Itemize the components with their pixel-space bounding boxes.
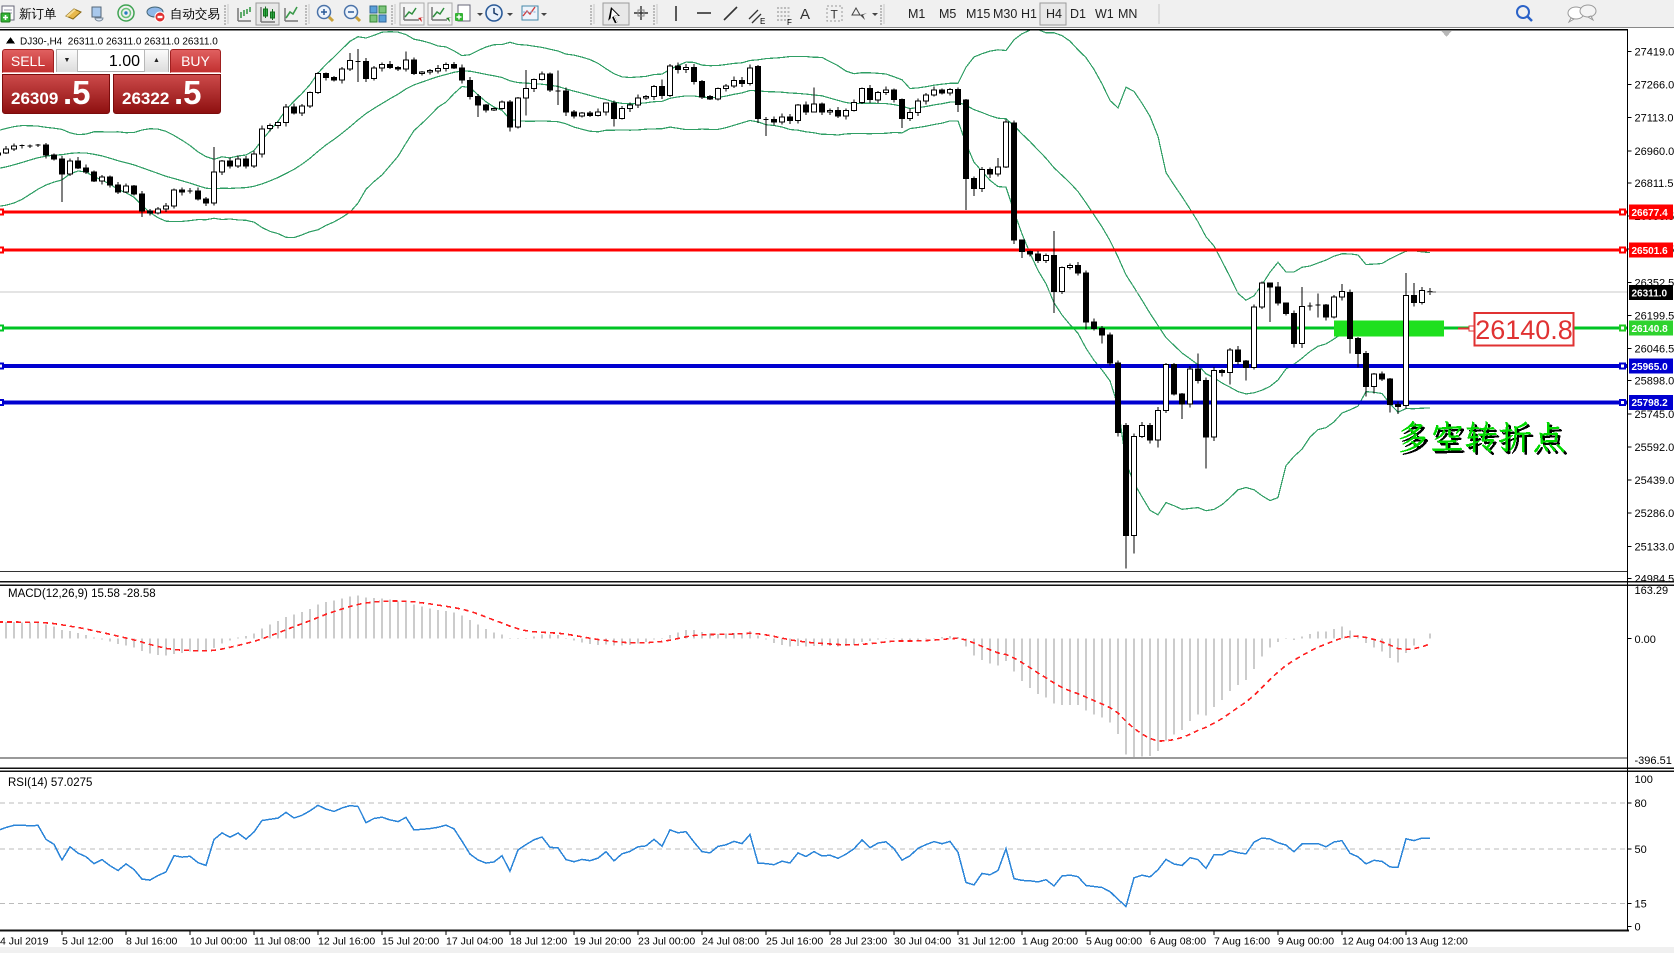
svg-text:163.29: 163.29 [1635,585,1669,597]
svg-text:0.00: 0.00 [1635,634,1656,646]
svg-text:24 Jul 08:00: 24 Jul 08:00 [702,936,759,948]
svg-text:25286.0: 25286.0 [1635,508,1674,520]
svg-text:D1: D1 [1070,7,1086,21]
svg-text:26199.5: 26199.5 [1635,310,1674,322]
svg-text:27266.0: 27266.0 [1635,80,1674,92]
svg-text:25439.0: 25439.0 [1635,475,1674,487]
svg-text:19 Jul 20:00: 19 Jul 20:00 [574,936,631,948]
svg-text:4 Jul 2019: 4 Jul 2019 [0,936,49,948]
svg-text:1 Aug 20:00: 1 Aug 20:00 [1022,936,1078,948]
svg-text:18 Jul 12:00: 18 Jul 12:00 [510,936,567,948]
svg-text:15 Jul 20:00: 15 Jul 20:00 [382,936,439,948]
svg-text:26046.5: 26046.5 [1635,344,1674,356]
svg-text:13 Aug 12:00: 13 Aug 12:00 [1406,936,1468,948]
svg-text:E: E [760,17,765,26]
svg-text:MN: MN [1118,7,1137,21]
svg-text:-396.51: -396.51 [1635,755,1672,767]
svg-text:H4: H4 [1046,7,1062,21]
svg-text:MACD(12,26,9) 15.58 -28.58: MACD(12,26,9) 15.58 -28.58 [8,588,156,600]
svg-text:17 Jul 04:00: 17 Jul 04:00 [446,936,503,948]
svg-text:30 Jul 04:00: 30 Jul 04:00 [894,936,951,948]
svg-text:28 Jul 23:00: 28 Jul 23:00 [830,936,887,948]
svg-text:26501.6: 26501.6 [1632,246,1669,257]
svg-text:6 Aug 08:00: 6 Aug 08:00 [1150,936,1206,948]
svg-text:27113.0: 27113.0 [1635,113,1674,125]
svg-text:M1: M1 [908,7,925,21]
svg-text:5 Aug 00:00: 5 Aug 00:00 [1086,936,1142,948]
svg-text:A: A [800,6,810,23]
svg-text:M5: M5 [939,7,956,21]
svg-text:25798.2: 25798.2 [1632,398,1669,409]
svg-text:5 Jul 12:00: 5 Jul 12:00 [62,936,114,948]
svg-text:26140.8: 26140.8 [1475,315,1573,345]
svg-text:26960.0: 26960.0 [1635,146,1674,158]
svg-text:RSI(14) 57.0275: RSI(14) 57.0275 [8,777,92,789]
svg-text:25133.0: 25133.0 [1635,541,1674,553]
svg-text:25965.0: 25965.0 [1632,362,1669,373]
svg-text:DJ30-,H4 26311.0 26311.0 2631: DJ30-,H4 26311.0 26311.0 26311.0 26311.0 [20,37,218,48]
svg-text:25898.0: 25898.0 [1635,376,1674,388]
svg-text:15: 15 [1635,898,1647,910]
svg-text:50: 50 [1635,844,1647,856]
svg-text:T: T [831,8,839,22]
svg-text:24984.5: 24984.5 [1635,573,1674,585]
svg-text:F: F [787,18,792,27]
svg-text:25592.0: 25592.0 [1635,442,1674,454]
svg-text:27419.0: 27419.0 [1635,47,1674,59]
svg-text:11 Jul 08:00: 11 Jul 08:00 [254,936,311,948]
svg-text:26311.0: 26311.0 [1632,289,1668,300]
svg-text:H1: H1 [1021,7,1037,21]
svg-text:W1: W1 [1095,7,1114,21]
svg-text:M30: M30 [993,7,1017,21]
svg-text:7 Aug 16:00: 7 Aug 16:00 [1214,936,1270,948]
svg-text:31 Jul 12:00: 31 Jul 12:00 [958,936,1015,948]
svg-text:23 Jul 00:00: 23 Jul 00:00 [638,936,695,948]
svg-text:25745.0: 25745.0 [1635,409,1674,421]
svg-text:100: 100 [1635,774,1653,786]
svg-text:0: 0 [1635,921,1641,933]
svg-text:25 Jul 16:00: 25 Jul 16:00 [766,936,823,948]
svg-text:9 Aug 00:00: 9 Aug 00:00 [1278,936,1334,948]
svg-text:8 Jul 16:00: 8 Jul 16:00 [126,936,178,948]
svg-text:M15: M15 [966,7,990,21]
svg-text:12 Aug 04:00: 12 Aug 04:00 [1342,936,1404,948]
svg-text:26811.5: 26811.5 [1635,178,1674,190]
svg-text:26140.8: 26140.8 [1632,324,1669,335]
svg-text:12 Jul 16:00: 12 Jul 16:00 [318,936,375,948]
svg-text:80: 80 [1635,798,1647,810]
svg-text:26677.4: 26677.4 [1632,208,1669,219]
svg-text:10 Jul 00:00: 10 Jul 00:00 [190,936,247,948]
